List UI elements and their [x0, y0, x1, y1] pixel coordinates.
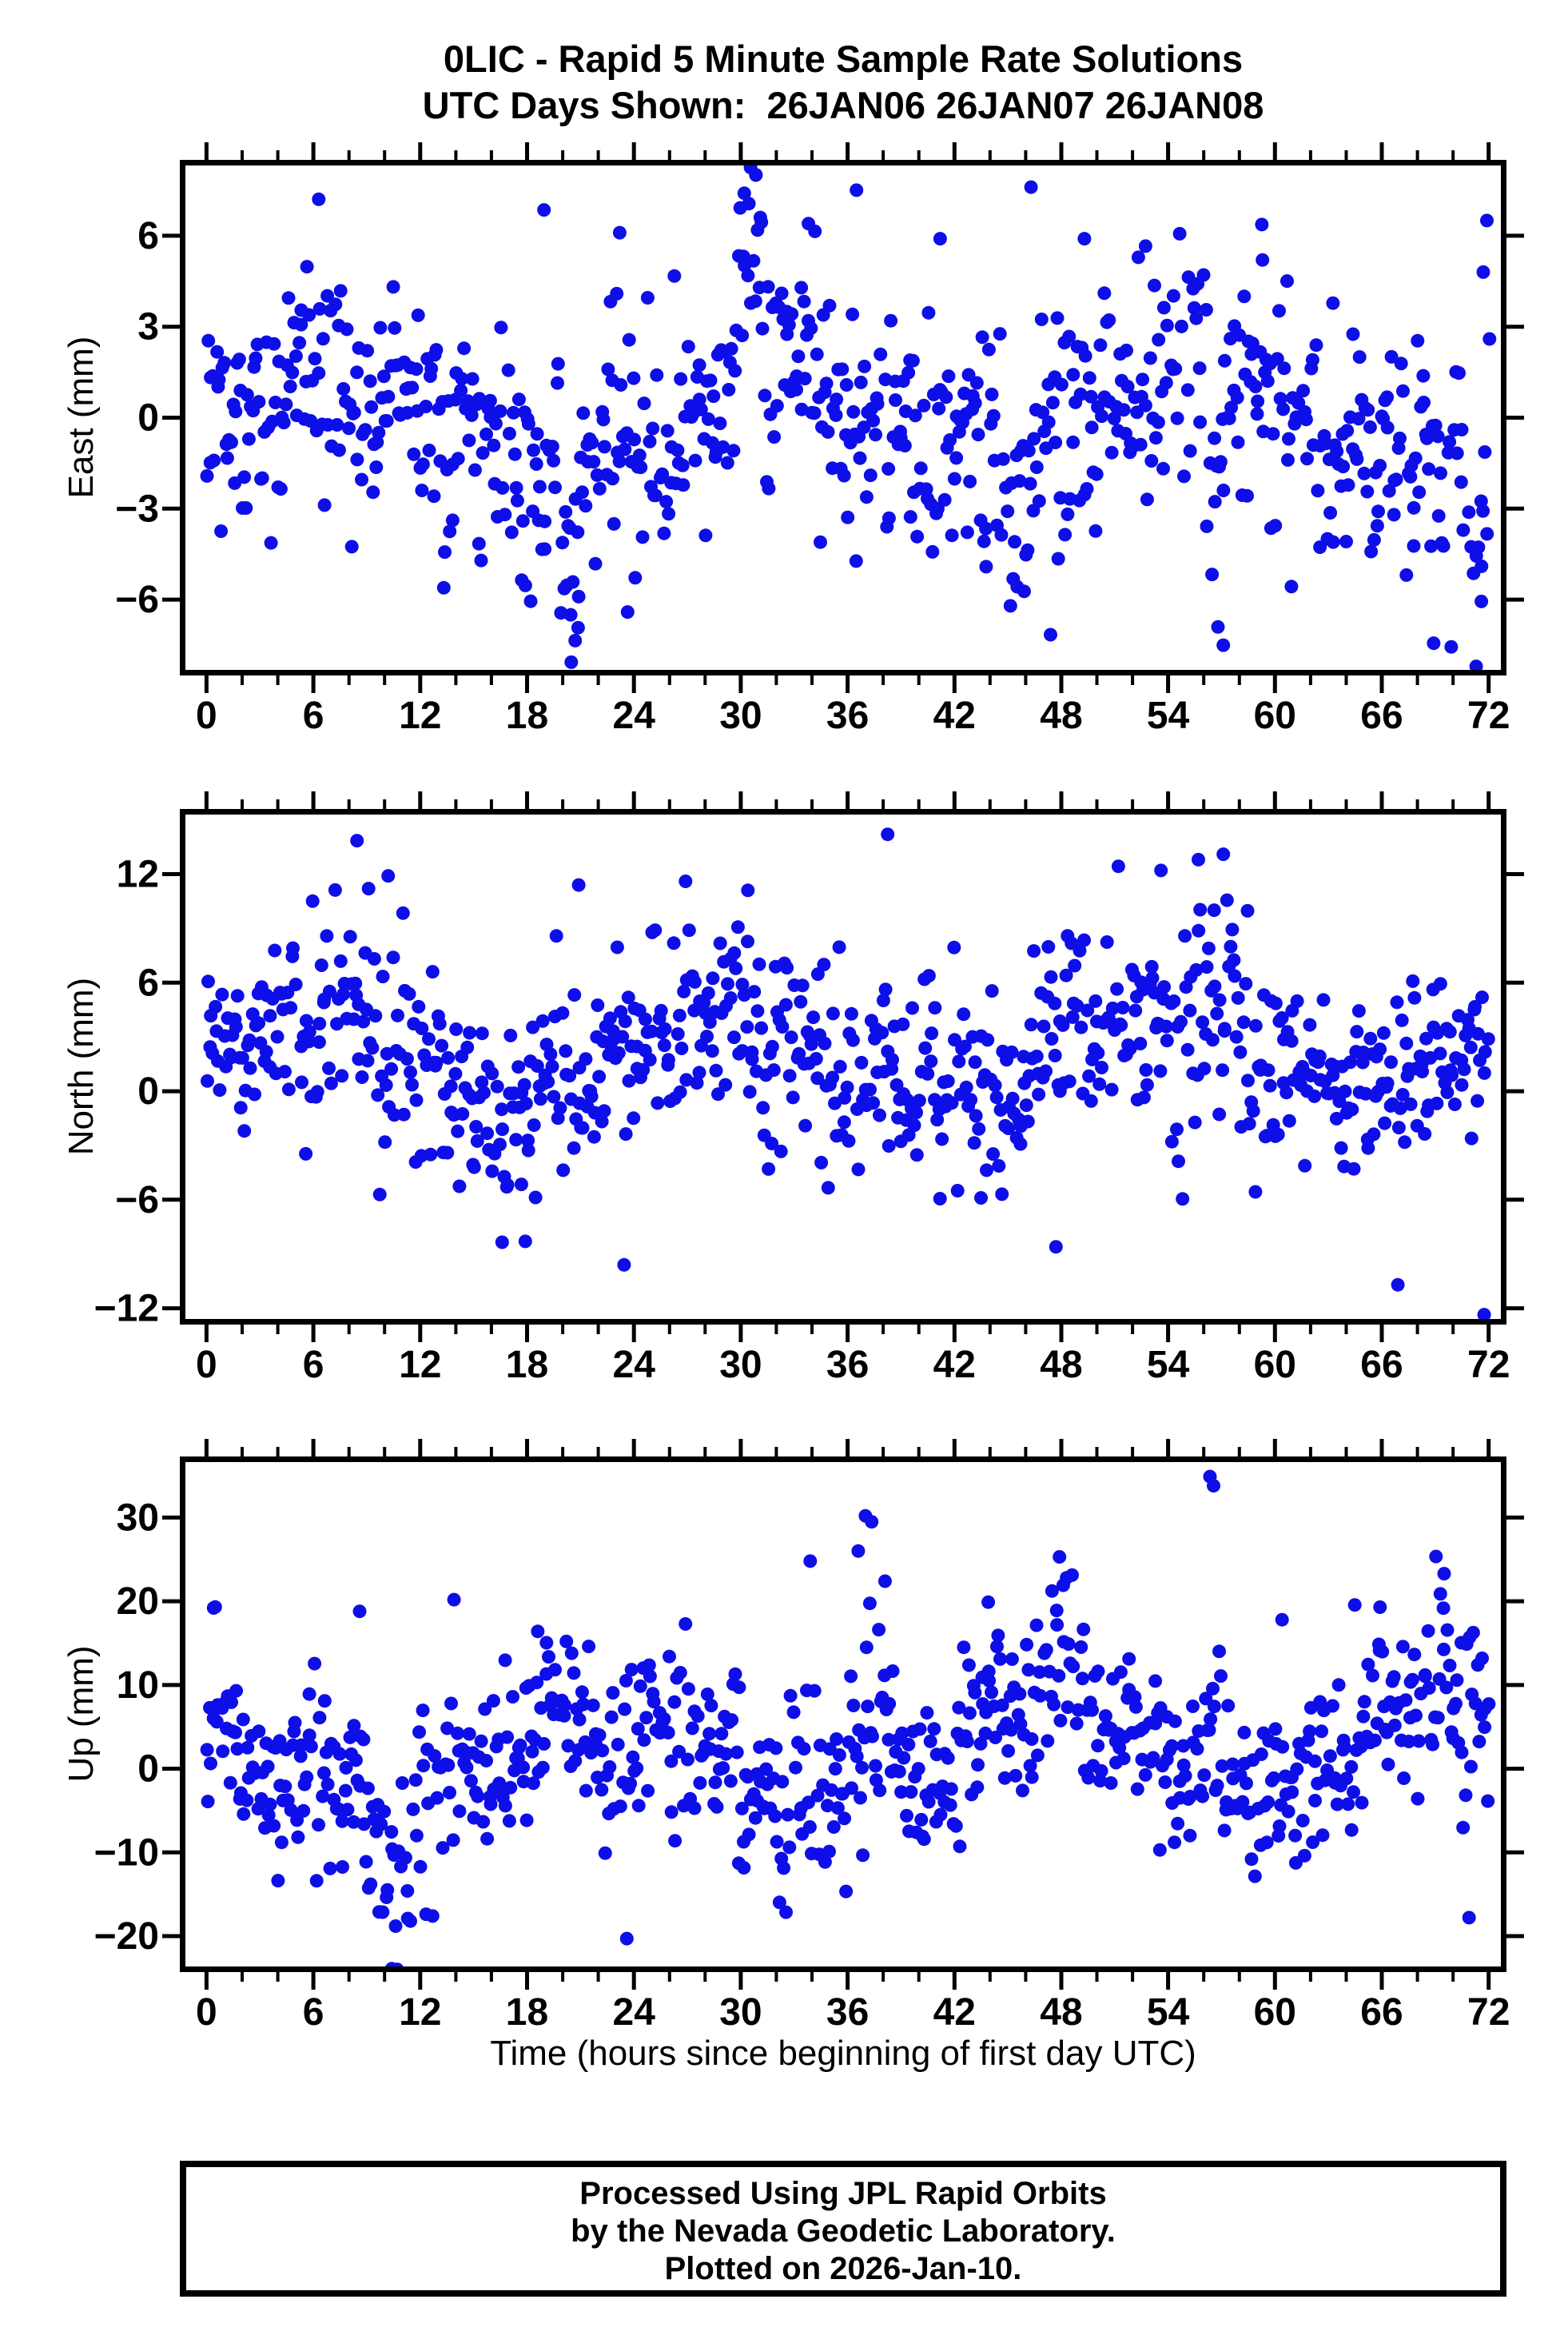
- plot-frame-up: [180, 1456, 1506, 1972]
- svg-text:24: 24: [613, 1991, 656, 2034]
- svg-text:−10: −10: [94, 1831, 159, 1874]
- footer-line-1: Processed Using JPL Rapid Orbits: [579, 2176, 1107, 2211]
- svg-text:54: 54: [1147, 1991, 1190, 2034]
- svg-text:0: 0: [196, 1991, 217, 2034]
- svg-text:72: 72: [1467, 1344, 1510, 1386]
- chart-subtitle: UTC Days Shown: 26JAN06 26JAN07 26JAN08: [422, 84, 1264, 126]
- chart-title: 0LIC - Rapid 5 Minute Sample Rate Soluti…: [443, 38, 1244, 80]
- svg-text:48: 48: [1040, 1991, 1082, 2034]
- svg-text:0: 0: [137, 397, 159, 440]
- plot-frame-north: [180, 809, 1506, 1325]
- svg-text:12: 12: [399, 695, 441, 737]
- svg-text:0: 0: [137, 1070, 159, 1113]
- svg-text:12: 12: [399, 1344, 441, 1386]
- svg-text:0: 0: [196, 1344, 217, 1386]
- svg-text:12: 12: [399, 1991, 441, 2034]
- footer-box: Processed Using JPL Rapid Orbits by the …: [180, 2161, 1506, 2297]
- svg-text:42: 42: [933, 1344, 976, 1386]
- svg-text:−12: −12: [94, 1288, 159, 1330]
- svg-text:6: 6: [303, 1344, 324, 1386]
- svg-text:−20: −20: [94, 1915, 159, 1958]
- svg-text:24: 24: [613, 1344, 656, 1386]
- svg-text:6: 6: [303, 695, 324, 737]
- svg-text:12: 12: [117, 853, 159, 895]
- y-axis-label-north: North (mm): [62, 977, 101, 1156]
- svg-text:0: 0: [137, 1748, 159, 1791]
- scatter-points-up: [200, 1469, 1496, 1972]
- svg-text:6: 6: [303, 1991, 324, 2034]
- svg-text:60: 60: [1254, 695, 1296, 737]
- scatter-points-east: [200, 161, 1497, 674]
- svg-text:72: 72: [1467, 695, 1510, 737]
- plot-frame-east: [180, 160, 1506, 675]
- svg-text:18: 18: [506, 695, 548, 737]
- svg-text:6: 6: [137, 215, 159, 257]
- y-axis-label-up: Up (mm): [62, 1645, 101, 1783]
- svg-text:18: 18: [506, 1991, 548, 2034]
- axis-ticks-east: [162, 142, 1524, 693]
- tick-labels-north: 0 6 12 18 24 30 36 42 48 54 60 66 72 −12 −6 0 6 12: [94, 853, 1510, 1386]
- svg-text:−3: −3: [115, 488, 159, 530]
- svg-text:36: 36: [826, 1344, 869, 1386]
- svg-text:30: 30: [719, 1344, 762, 1386]
- svg-text:18: 18: [506, 1344, 548, 1386]
- scatter-points-north: [201, 827, 1495, 1322]
- axis-ticks-north: [162, 791, 1524, 1342]
- svg-text:36: 36: [826, 695, 869, 737]
- svg-text:42: 42: [933, 695, 976, 737]
- svg-text:48: 48: [1040, 1344, 1082, 1386]
- axis-ticks-up: [162, 1439, 1524, 1990]
- x-axis-label: Time (hours since beginning of first day…: [490, 2034, 1196, 2073]
- y-axis-label-east: East (mm): [62, 336, 101, 499]
- svg-text:36: 36: [826, 1991, 869, 2034]
- svg-text:54: 54: [1147, 1344, 1190, 1386]
- svg-text:10: 10: [117, 1664, 159, 1707]
- svg-text:3: 3: [137, 306, 159, 349]
- svg-text:42: 42: [933, 1991, 976, 2034]
- svg-text:54: 54: [1147, 695, 1190, 737]
- svg-text:66: 66: [1360, 1344, 1403, 1386]
- svg-text:−6: −6: [115, 579, 159, 621]
- tick-labels-up: 0 6 12 18 24 30 36 42 48 54 60 66 72 −20 −10 0 10 20 30: [94, 1496, 1510, 2034]
- svg-text:66: 66: [1360, 695, 1403, 737]
- svg-text:6: 6: [137, 962, 159, 1004]
- svg-text:48: 48: [1040, 695, 1082, 737]
- footer-line-3: Plotted on 2026-Jan-10.: [664, 2251, 1022, 2286]
- svg-text:60: 60: [1254, 1344, 1296, 1386]
- svg-text:−6: −6: [115, 1179, 159, 1221]
- svg-text:72: 72: [1467, 1991, 1510, 2034]
- svg-text:66: 66: [1360, 1991, 1403, 2034]
- svg-text:24: 24: [613, 695, 656, 737]
- svg-text:0: 0: [196, 695, 217, 737]
- footer-line-2: by the Nevada Geodetic Laboratory.: [571, 2213, 1116, 2249]
- svg-text:30: 30: [719, 695, 762, 737]
- svg-text:30: 30: [719, 1991, 762, 2034]
- svg-text:20: 20: [117, 1580, 159, 1623]
- svg-text:60: 60: [1254, 1991, 1296, 2034]
- svg-text:30: 30: [117, 1496, 159, 1539]
